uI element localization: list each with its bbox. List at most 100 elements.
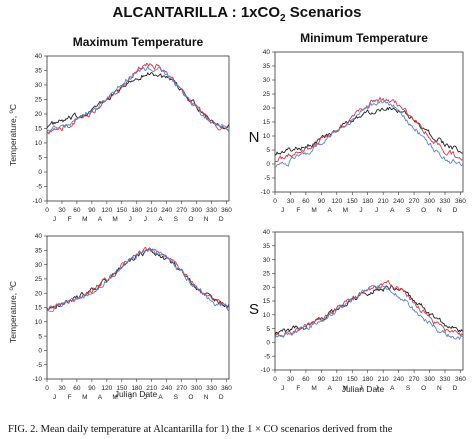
x-tick-label: 180 [362,376,373,383]
y-tick-label: 40 [263,49,271,56]
y-tick-label: 35 [263,243,271,250]
month-label: M [112,394,117,401]
y-tick-label: 30 [263,77,271,84]
y-tick-label: -10 [261,367,271,374]
x-axis-label-left: Julian Date [115,389,158,399]
month-label: A [158,394,163,401]
series-line [274,99,463,168]
y-tick-label: 20 [263,284,271,291]
x-tick-label: 120 [331,376,342,383]
series-line [274,279,463,338]
month-label: A [158,216,163,223]
y-tick-label: 0 [38,348,42,355]
y-tick-label: 5 [38,155,42,162]
y-tick-label: 25 [35,276,43,283]
x-tick-label: 240 [393,198,404,205]
month-label: S [406,385,411,392]
series-line [46,72,229,130]
month-label: F [296,385,300,392]
month-label: F [68,216,72,223]
x-tick-label: 270 [409,198,420,205]
y-tick-label: 15 [35,126,43,133]
y-tick-label: -10 [33,376,43,383]
x-tick-label: 270 [176,207,187,214]
y-tick-label: 35 [263,63,271,70]
y-tick-label: 20 [35,290,43,297]
y-tick-label: -10 [261,189,271,196]
month-label: N [204,216,209,223]
y-tick-label: -5 [36,184,42,191]
series-line [46,65,229,133]
x-tick-label: 60 [73,207,81,214]
figure-caption: FIG. 2. Mean daily temperature at Alcant… [8,424,393,435]
x-tick-label: 240 [161,385,172,392]
month-label: A [328,385,333,392]
panel-max-north: -10 -5 0 5 10 15 20 25 30 35 40 0 30 60 90 120 150 180 210… [33,53,233,223]
month-label: S [174,216,179,223]
y-tick-label: 10 [35,319,43,326]
month-label: A [98,394,103,401]
plot-frame [274,51,464,193]
month-label: J [53,394,56,401]
month-label: J [375,207,378,214]
x-tick-label: 300 [191,385,202,392]
y-axis-label-bottom: Temperature, oC [8,281,18,343]
x-tick-label: 30 [58,207,66,214]
x-tick-label: 180 [131,207,142,214]
x-tick-label: 0 [273,198,277,205]
panel-min-north: -10 -5 0 5 10 15 20 25 30 35 40 0 30 60 90 120 150 180 210… [261,49,467,214]
month-label: J [359,207,362,214]
series-line [46,247,229,313]
month-label: A [328,207,333,214]
y-tick-label: 25 [263,271,271,278]
y-tick-label: 30 [263,257,271,264]
y-tick-label: 20 [263,105,271,112]
y-tick-label: 35 [35,248,43,255]
y-tick-label: 0 [266,340,270,347]
x-tick-label: 210 [146,385,157,392]
x-tick-label: 180 [362,198,373,205]
x-tick-label: 60 [302,376,310,383]
x-tick-label: 30 [287,376,295,383]
plot-frame [46,55,230,202]
column-title-min: Minimum Temperature [300,31,428,45]
x-tick-label: 0 [273,376,277,383]
x-tick-label: 210 [378,376,389,383]
month-label: M [82,394,87,401]
x-tick-label: 90 [88,385,96,392]
y-tick-label: 20 [35,111,43,118]
x-tick-label: 270 [176,385,187,392]
month-label: O [421,385,426,392]
x-tick-label: 120 [331,198,342,205]
x-tick-label: 270 [409,376,420,383]
month-label: M [343,385,348,392]
y-tick-label: 40 [263,229,271,236]
series-line [274,96,463,163]
x-tick-label: 150 [116,207,127,214]
y-tick-label: 5 [38,333,42,340]
month-label: F [68,394,72,401]
x-tick-label: 360 [221,207,232,214]
month-label: J [53,216,56,223]
month-label: M [82,216,87,223]
month-label: M [343,207,348,214]
x-tick-label: 150 [116,385,127,392]
month-label: F [296,207,300,214]
month-label: S [406,207,411,214]
x-tick-label: 330 [440,376,451,383]
y-tick-label: -10 [33,198,43,205]
x-tick-label: 90 [88,207,96,214]
x-tick-label: 210 [146,207,157,214]
month-label: J [281,207,284,214]
x-tick-label: 300 [424,198,435,205]
figure-title: ALCANTARILLA : 1xCO2 Scenarios [113,4,362,24]
month-label: D [453,385,458,392]
y-tick-label: 0 [266,161,270,168]
y-tick-label: 30 [35,262,43,269]
x-tick-label: 360 [221,385,232,392]
y-tick-label: 10 [35,140,43,147]
y-tick-label: 15 [263,298,271,305]
series-line [274,106,463,156]
y-tick-label: -5 [264,175,270,182]
x-tick-label: 300 [191,207,202,214]
